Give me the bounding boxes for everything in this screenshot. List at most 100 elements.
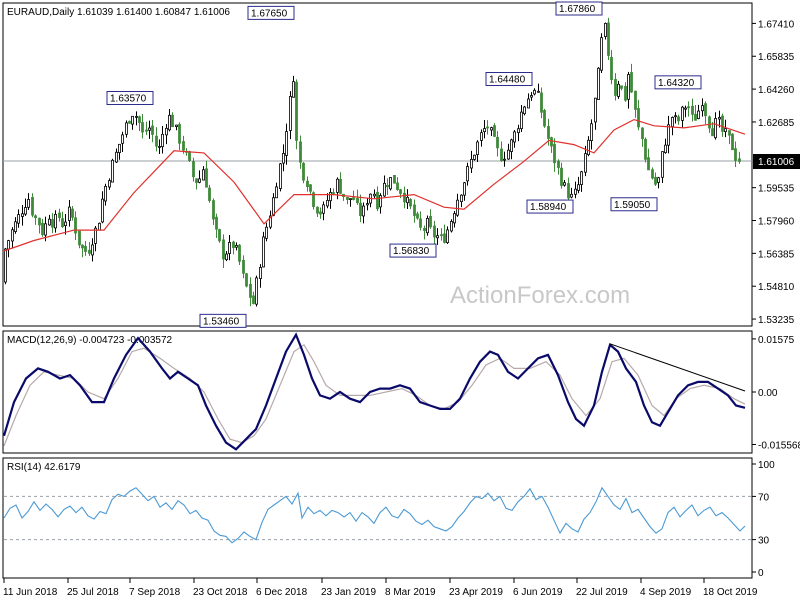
rsi-tick-label: 0 xyxy=(758,568,764,579)
rsi-title: RSI(14) 42.6179 xyxy=(7,462,81,473)
current-price-box xyxy=(753,154,800,169)
ohlc-high: 1.61400 xyxy=(116,7,153,18)
time-tick-label: 22 Jul 2019 xyxy=(576,587,628,598)
candle-body xyxy=(322,204,325,214)
price-tick-label: 1.65835 xyxy=(758,52,795,63)
candle-body xyxy=(687,106,690,109)
candle-body xyxy=(27,199,30,208)
price-tick-label: 1.62685 xyxy=(758,118,795,129)
current-price-tag: 1.61006 xyxy=(753,154,800,169)
candle-body xyxy=(584,153,587,173)
candle-body xyxy=(379,195,382,208)
annotation-label: 1.63570 xyxy=(110,93,147,104)
candle-body xyxy=(339,178,342,194)
macd-main-line xyxy=(2,332,746,451)
candle-body xyxy=(647,157,650,171)
price-axis: 1.67410 1.65835 1.64260 1.62685 1.59535 1.579… xyxy=(752,19,795,326)
candle-body xyxy=(188,151,191,161)
candle-body xyxy=(517,128,520,134)
candle-body xyxy=(396,182,399,191)
candle-body xyxy=(681,106,684,121)
candle-body xyxy=(697,110,700,119)
candle-body xyxy=(510,139,513,152)
rsi-tick-label: 70 xyxy=(758,492,770,503)
annotation-label: 1.59050 xyxy=(614,200,651,211)
candle-body xyxy=(620,85,623,89)
candle-body xyxy=(453,213,456,224)
annotation-box xyxy=(610,197,658,212)
candle-body xyxy=(600,37,603,71)
candle-body xyxy=(54,213,57,229)
price-tick-label: 1.59535 xyxy=(758,184,795,195)
candle-body xyxy=(373,193,376,197)
candle-body xyxy=(329,192,332,202)
candle-body xyxy=(88,249,91,254)
candle-body xyxy=(610,56,613,80)
candle-body xyxy=(148,127,151,131)
candle-body xyxy=(463,182,466,196)
candle-body xyxy=(423,227,426,232)
annotation-box xyxy=(485,72,533,87)
time-tick-label: 23 Apr 2019 xyxy=(449,587,503,598)
candle-body xyxy=(523,106,526,115)
candle-body xyxy=(275,186,278,199)
annotation-label: 1.53460 xyxy=(203,316,240,327)
candle-body xyxy=(674,115,677,118)
candle-body xyxy=(104,185,107,202)
candle-body xyxy=(249,283,252,298)
candle-body xyxy=(158,146,161,148)
current-price-value: 1.61006 xyxy=(758,157,795,168)
candle-body xyxy=(94,227,97,244)
candle-body xyxy=(557,160,560,168)
candle-body xyxy=(671,117,674,127)
time-tick-label: 6 Jun 2019 xyxy=(513,587,563,598)
candle-body xyxy=(691,105,694,115)
annotation-box xyxy=(106,90,154,105)
annotation-box xyxy=(555,1,603,16)
moving-average-line xyxy=(3,118,746,252)
candle-body xyxy=(326,200,329,207)
candle-body xyxy=(259,267,262,279)
candle-body xyxy=(657,177,660,183)
candle-body xyxy=(409,198,412,207)
price-tick-label: 1.57960 xyxy=(758,217,795,228)
rsi-levels xyxy=(4,495,751,541)
candle-body xyxy=(289,96,292,131)
candle-body xyxy=(208,187,211,201)
candle-body xyxy=(738,158,741,162)
time-tick-label: 18 Oct 2019 xyxy=(703,587,758,598)
candle-body xyxy=(718,117,721,120)
candle-body xyxy=(302,162,305,181)
candle-body xyxy=(587,139,590,156)
time-tick-label: 7 Sep 2018 xyxy=(129,587,181,598)
candle-body xyxy=(667,124,670,146)
candle-body xyxy=(11,229,14,242)
candle-body xyxy=(714,118,717,139)
time-tick-label: 23 Jan 2019 xyxy=(321,587,376,598)
candle-body xyxy=(426,218,429,234)
candle-body xyxy=(550,137,553,147)
candle-body xyxy=(456,199,459,216)
candle-body xyxy=(483,128,486,133)
price-panel-frame xyxy=(2,2,753,327)
candle-body xyxy=(574,188,577,195)
macd-tick-label: -0.015568 xyxy=(758,440,800,451)
candle-body xyxy=(155,135,158,147)
candle-body xyxy=(731,133,734,151)
price-tick-label: 1.54810 xyxy=(758,282,795,293)
candle-body xyxy=(319,211,322,215)
candle-body xyxy=(533,89,536,95)
candle-body xyxy=(299,141,302,163)
candle-body xyxy=(38,217,41,226)
candle-body xyxy=(406,196,409,204)
candle-body xyxy=(78,230,81,246)
candle-body xyxy=(701,105,704,112)
candle-body xyxy=(178,124,181,144)
price-title: EURAUD,Daily 1.61039 1.61400 1.60847 1.6… xyxy=(7,7,230,18)
candle-body xyxy=(242,259,245,274)
time-tick-label: 4 Sep 2019 xyxy=(640,587,692,598)
annotation-label: 1.56830 xyxy=(393,246,430,257)
candle-body xyxy=(222,239,225,260)
candle-body xyxy=(570,193,573,198)
candle-body xyxy=(440,234,443,237)
